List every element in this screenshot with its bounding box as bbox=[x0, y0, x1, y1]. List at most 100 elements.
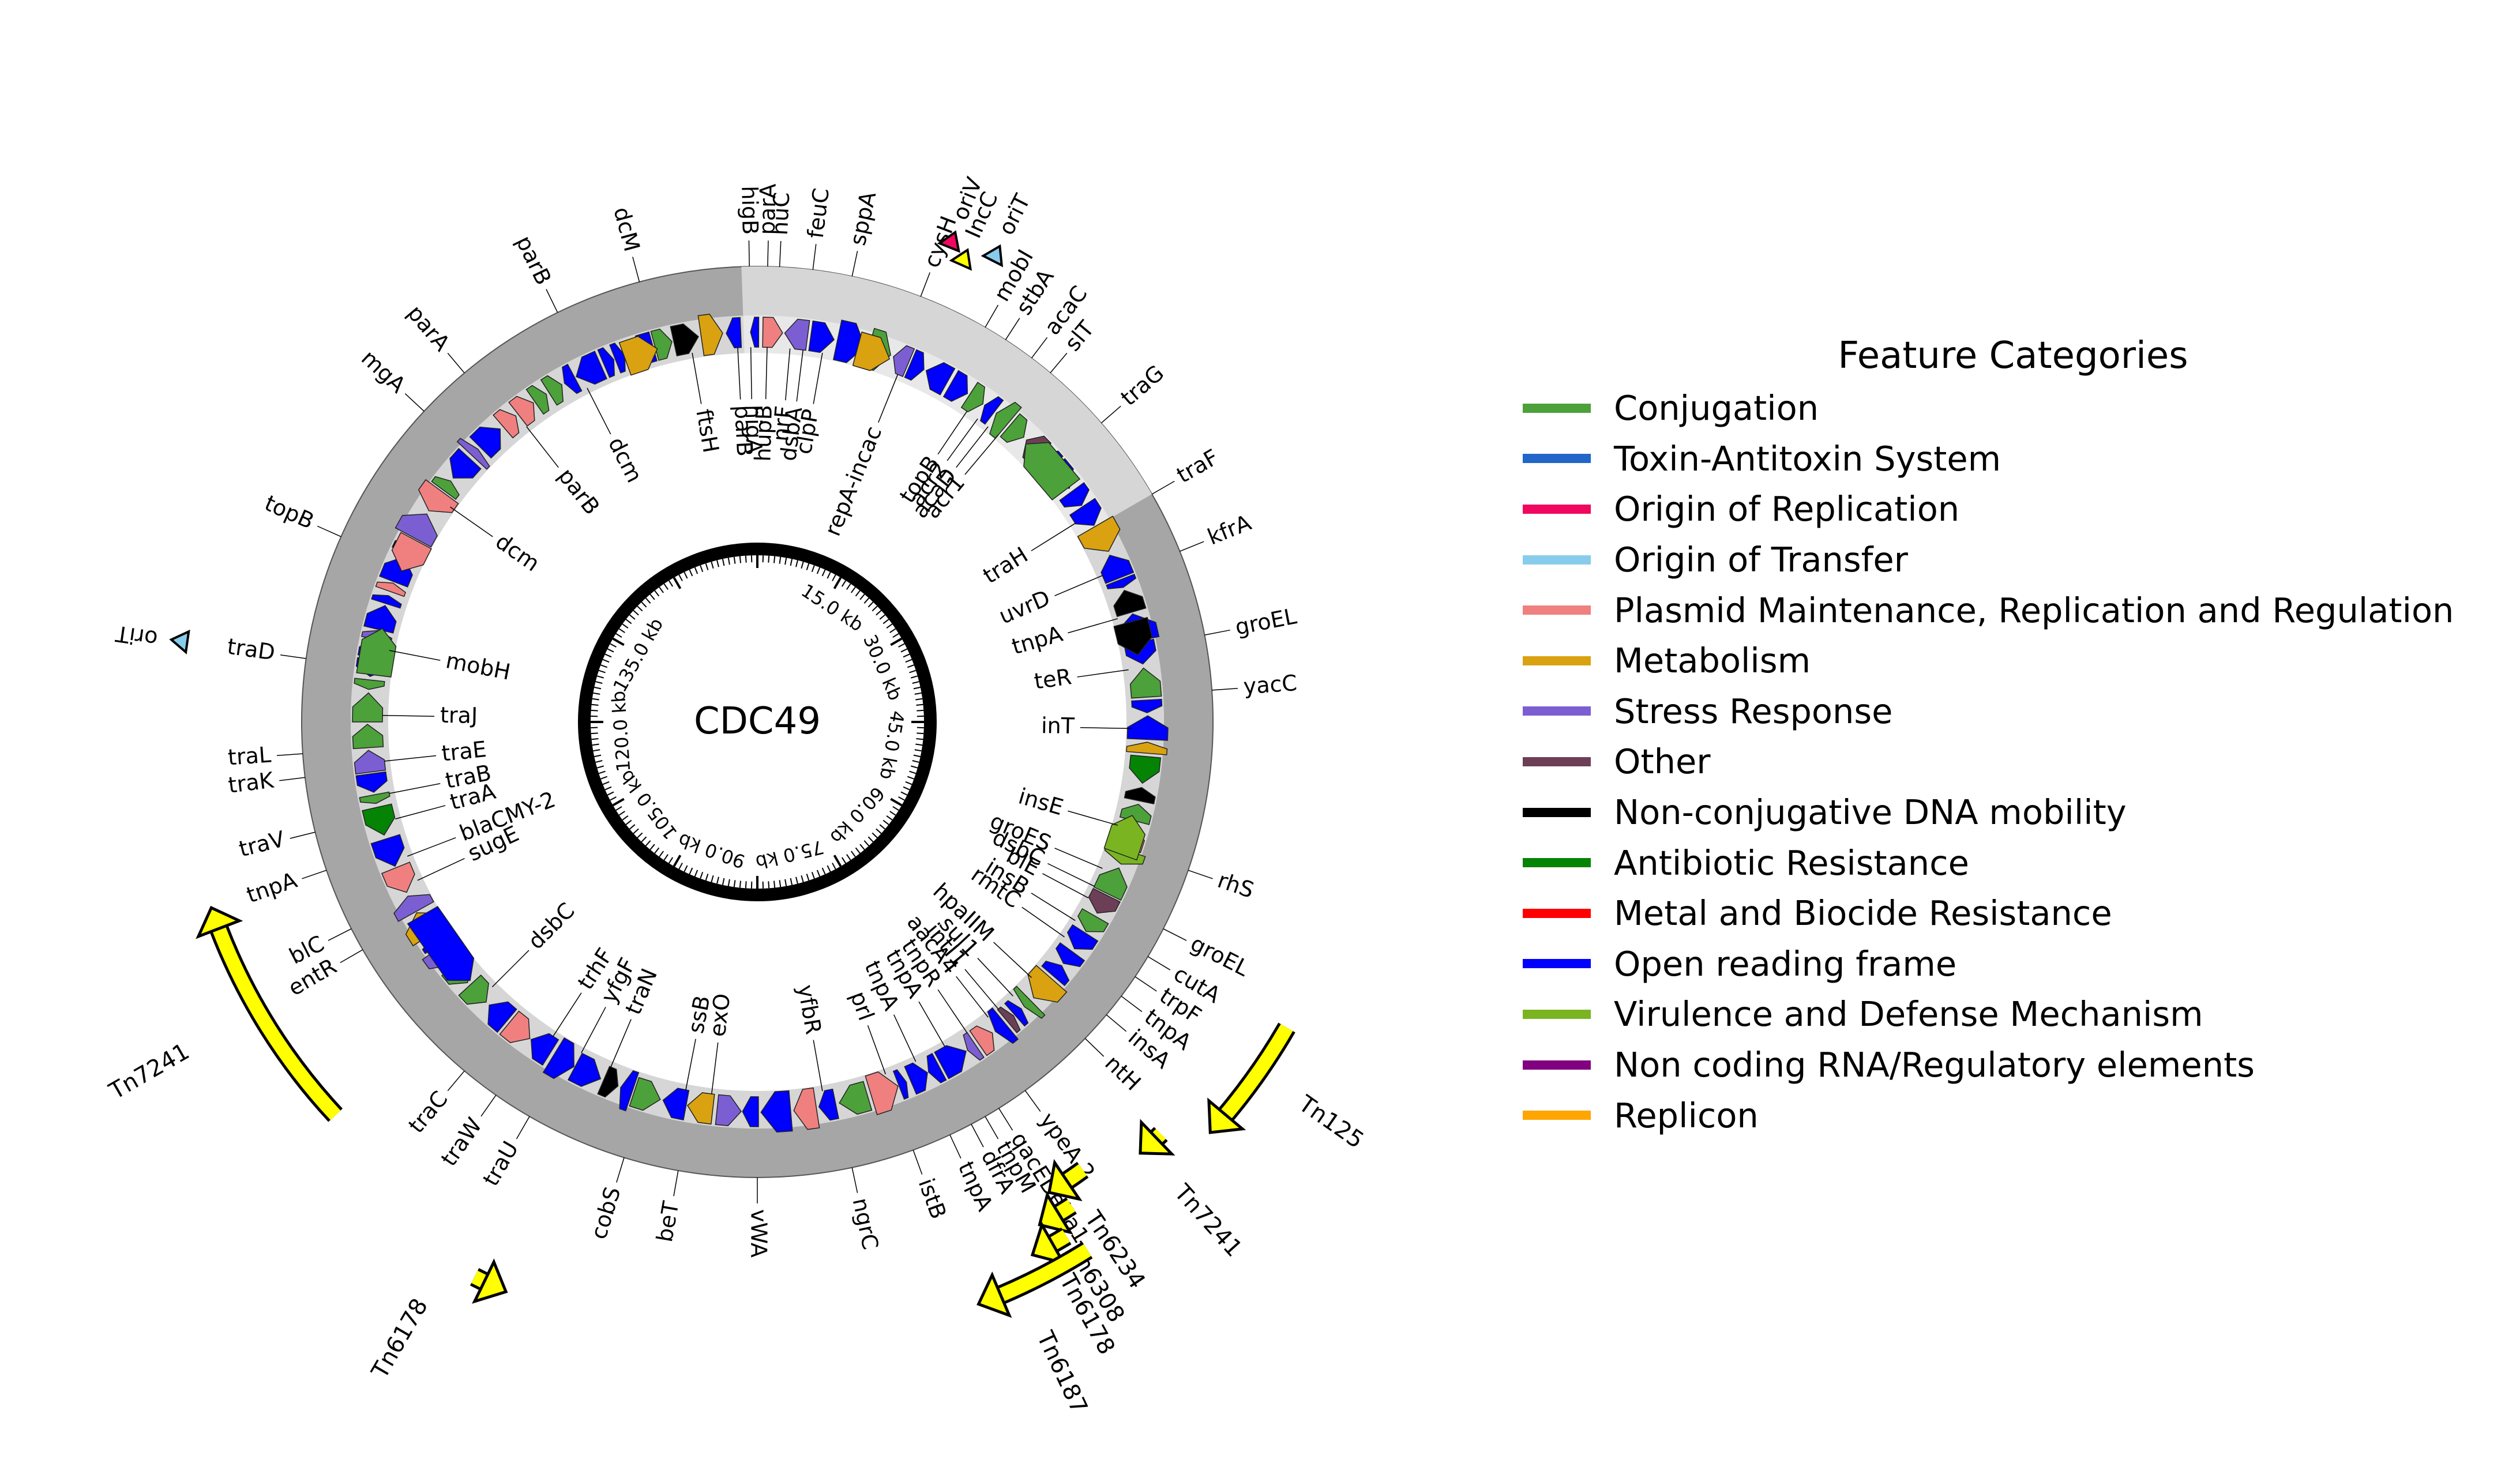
gene-arrow bbox=[354, 678, 385, 690]
gene-label: uvrD bbox=[996, 585, 1054, 629]
gene-arrow bbox=[359, 791, 390, 804]
gene-arrow bbox=[352, 692, 384, 723]
ruler-tick bbox=[912, 760, 919, 763]
label-leader bbox=[480, 1094, 497, 1117]
gene-arrow bbox=[363, 605, 397, 634]
gene-arrow bbox=[1066, 924, 1099, 950]
ruler-tick-label: 30.0 kb bbox=[859, 631, 907, 703]
ruler-tick bbox=[663, 854, 669, 861]
gene-arrow bbox=[742, 1096, 759, 1127]
label-leader bbox=[1068, 618, 1118, 634]
ruler-tick bbox=[645, 840, 651, 847]
label-leader bbox=[1042, 873, 1089, 898]
label-leader bbox=[610, 1019, 632, 1067]
label-leader bbox=[750, 347, 752, 400]
legend-label: Open reading frame bbox=[1614, 943, 1957, 984]
transposon-label: Tn6187 bbox=[1031, 1327, 1092, 1418]
gene-label: beT bbox=[652, 1199, 684, 1244]
ruler-tick bbox=[669, 857, 674, 864]
ruler-tick bbox=[832, 863, 836, 870]
gene-arrow bbox=[487, 1001, 517, 1033]
legend-item: Plasmid Maintenance, Replication and Reg… bbox=[1523, 585, 2503, 635]
ruler-tick bbox=[594, 686, 602, 690]
ruler-tick bbox=[879, 824, 886, 830]
label-leader bbox=[779, 240, 782, 267]
label-leader bbox=[616, 1157, 625, 1183]
legend-item: Antibiotic Resistance bbox=[1523, 837, 2503, 888]
legend-item: Metabolism bbox=[1523, 635, 2503, 686]
ruler-tick bbox=[855, 590, 861, 597]
gene-arrow bbox=[371, 594, 402, 609]
gene-arrow bbox=[1041, 961, 1070, 987]
legend-item: Non-conjugative DNA mobility bbox=[1523, 787, 2503, 838]
gene-arrow bbox=[562, 363, 583, 394]
label-leader bbox=[526, 426, 559, 468]
transposon-arrowhead bbox=[977, 1271, 1012, 1318]
gene-arrow bbox=[1069, 498, 1102, 526]
label-leader bbox=[912, 1150, 923, 1175]
ruler-tick bbox=[910, 765, 918, 769]
label-leader bbox=[389, 783, 441, 794]
ruler-tick bbox=[827, 571, 831, 579]
label-leader bbox=[949, 1134, 962, 1159]
ruler-tick bbox=[654, 847, 660, 854]
gene-arrow bbox=[892, 1069, 909, 1100]
gene-arrow bbox=[686, 1092, 715, 1125]
ruler-tick bbox=[886, 623, 893, 629]
legend-swatch bbox=[1523, 858, 1591, 868]
label-leader bbox=[1077, 669, 1129, 678]
ruler-tick bbox=[811, 565, 815, 573]
gene-label: rhS bbox=[1215, 867, 1257, 903]
legend-item: Non coding RNA/Regulatory elements bbox=[1523, 1040, 2503, 1090]
transposon-arc bbox=[998, 1244, 1091, 1302]
gene-arrow bbox=[576, 351, 607, 385]
label-leader bbox=[382, 714, 435, 717]
ruler-tick bbox=[913, 686, 921, 690]
ruler-tick bbox=[604, 786, 612, 791]
gene-label: tnpA bbox=[243, 867, 301, 908]
gene-arrow bbox=[456, 438, 490, 470]
ruler-tick bbox=[678, 863, 683, 870]
transposon-label: Tn6178 bbox=[366, 1294, 433, 1383]
gene-arrow bbox=[650, 328, 673, 361]
label-leader bbox=[340, 949, 363, 964]
label-leader bbox=[276, 753, 303, 756]
gene-arrow bbox=[531, 1033, 559, 1066]
gene-label: traD bbox=[226, 634, 276, 665]
label-leader bbox=[1204, 629, 1230, 635]
gene-arrow bbox=[469, 426, 501, 459]
ruler-tick bbox=[669, 580, 674, 587]
transposon-arrowhead bbox=[196, 905, 243, 939]
ruler-tick bbox=[649, 844, 655, 851]
ruler-tick bbox=[876, 828, 882, 834]
label-leader bbox=[1031, 337, 1048, 359]
ruler-tick bbox=[876, 610, 882, 616]
legend-swatch bbox=[1523, 706, 1591, 716]
gene-arrow bbox=[381, 861, 415, 893]
legend-label: Toxin-Antitoxin System bbox=[1614, 438, 2001, 479]
gene-arrow bbox=[839, 1081, 873, 1115]
gene-label: traC bbox=[403, 1086, 452, 1138]
gene-arrow bbox=[904, 1062, 928, 1095]
gene-arrow bbox=[942, 370, 968, 402]
feature-label: oriT bbox=[114, 620, 159, 652]
gene-label: groEL bbox=[1233, 603, 1299, 640]
label-leader bbox=[302, 870, 327, 879]
ruler-tick bbox=[790, 878, 793, 885]
ruler-tick bbox=[591, 709, 598, 712]
ruler-tick bbox=[612, 797, 625, 807]
gene-arrow bbox=[1023, 442, 1081, 501]
ruler-tick bbox=[733, 556, 736, 564]
legend-label: Metabolism bbox=[1614, 641, 1811, 681]
label-leader bbox=[450, 506, 493, 537]
gene-arrow bbox=[418, 479, 459, 513]
ruler-tick bbox=[827, 865, 831, 872]
ruler-tick bbox=[900, 648, 908, 653]
ruler-tick bbox=[768, 881, 770, 889]
gene-arrow bbox=[355, 771, 388, 793]
ruler-tick bbox=[903, 653, 910, 658]
gene-label: cobS bbox=[586, 1184, 626, 1242]
transposon-arrowhead bbox=[472, 1258, 508, 1304]
label-leader bbox=[1180, 541, 1204, 552]
